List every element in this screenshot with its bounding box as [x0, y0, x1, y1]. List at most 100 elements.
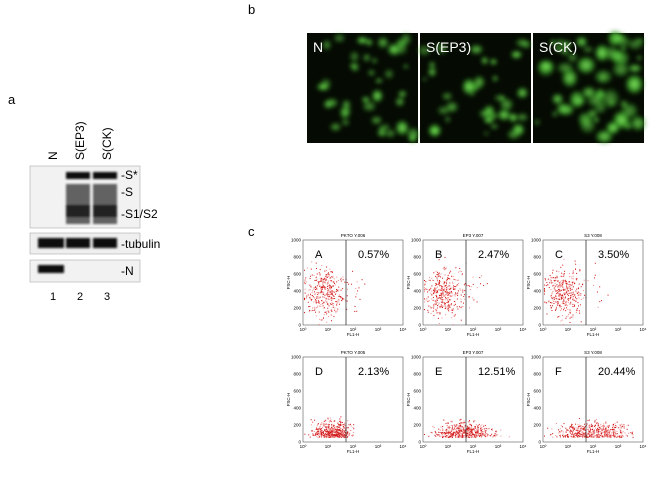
event-dot — [455, 279, 457, 281]
event-dot — [323, 431, 325, 433]
event-dot — [345, 431, 347, 433]
event-dot — [600, 432, 602, 434]
event-dot — [567, 293, 569, 295]
event-dot — [323, 302, 325, 304]
event-dot — [332, 291, 334, 293]
event-dot — [335, 429, 337, 431]
event-dot — [464, 436, 466, 438]
event-dot — [310, 293, 312, 295]
event-dot — [312, 430, 314, 432]
event-dot — [592, 433, 594, 435]
event-dot — [595, 431, 597, 433]
event-dot — [452, 434, 454, 436]
event-dot — [566, 429, 568, 431]
event-dot — [330, 290, 332, 292]
event-dot — [572, 296, 574, 298]
event-dot — [446, 432, 448, 434]
event-dot — [608, 429, 610, 431]
event-dot — [435, 435, 437, 437]
event-dot — [552, 299, 554, 301]
event-dot — [567, 287, 569, 289]
event-dot — [569, 311, 571, 313]
cell — [515, 86, 529, 100]
event-dot — [428, 300, 430, 302]
event-dot — [447, 436, 449, 438]
event-dot — [433, 307, 435, 309]
event-dot — [331, 294, 333, 296]
event-dot — [332, 298, 334, 300]
event-dot — [331, 433, 333, 435]
event-dot — [311, 261, 313, 263]
event-dot — [449, 278, 451, 280]
event-dot — [442, 286, 444, 288]
event-dot — [475, 424, 477, 426]
event-dot — [476, 428, 478, 430]
x-tick-label: 10⁰ — [300, 444, 307, 449]
event-dot — [327, 285, 329, 287]
y-tick-label: 1000 — [531, 355, 542, 360]
event-dot — [566, 282, 568, 284]
event-dot — [453, 432, 455, 434]
event-dot — [573, 282, 575, 284]
event-dot — [563, 273, 565, 275]
event-dot — [348, 283, 350, 285]
event-dot — [563, 307, 565, 309]
event-dot — [609, 434, 611, 436]
event-dot — [447, 300, 449, 302]
event-dot — [555, 295, 557, 297]
event-dot — [566, 288, 568, 290]
event-dot — [457, 292, 459, 294]
cell — [321, 38, 332, 51]
event-dot — [562, 264, 564, 266]
cell — [435, 42, 449, 56]
event-dot — [483, 284, 485, 286]
event-dot — [429, 279, 431, 281]
event-dot — [436, 307, 438, 309]
event-dot — [569, 431, 571, 433]
event-dot — [473, 434, 475, 436]
event-dot — [311, 274, 313, 276]
event-dot — [480, 430, 482, 432]
event-dot — [568, 299, 570, 301]
event-dot — [480, 434, 482, 436]
event-dot — [333, 282, 335, 284]
event-dot — [597, 427, 599, 429]
event-dot — [477, 427, 479, 429]
event-dot — [589, 430, 591, 432]
event-dot — [427, 309, 429, 311]
event-dot — [567, 315, 569, 317]
event-dot — [561, 295, 563, 297]
event-dot — [310, 424, 312, 426]
event-dot — [330, 287, 332, 289]
event-dot — [600, 433, 602, 435]
event-dot — [340, 430, 342, 432]
event-dot — [462, 427, 464, 429]
event-dot — [574, 297, 576, 299]
event-dot — [612, 435, 614, 437]
event-dot — [332, 281, 334, 283]
event-dot — [462, 421, 464, 423]
event-dot — [443, 283, 445, 285]
event-dot — [631, 433, 633, 435]
event-dot — [593, 432, 595, 434]
event-dot — [343, 424, 345, 426]
event-dot — [343, 424, 345, 426]
event-dot — [587, 436, 589, 438]
event-dot — [567, 293, 569, 295]
event-dot — [337, 308, 339, 310]
event-dot — [564, 304, 566, 306]
event-dot — [558, 299, 560, 301]
event-dot — [432, 304, 434, 306]
event-dot — [589, 427, 591, 429]
event-dot — [553, 277, 555, 279]
event-dot — [584, 423, 586, 425]
event-dot — [331, 429, 333, 431]
event-dot — [556, 270, 558, 272]
event-dot — [466, 433, 468, 435]
event-dot — [320, 287, 322, 289]
event-dot — [431, 285, 433, 287]
event-dot — [596, 423, 598, 425]
event-dot — [326, 301, 328, 303]
event-dot — [579, 433, 581, 435]
